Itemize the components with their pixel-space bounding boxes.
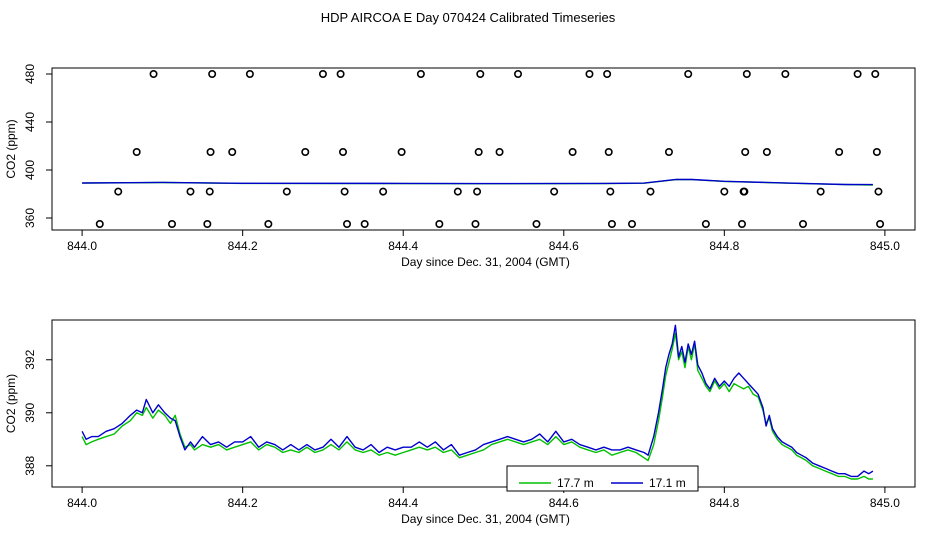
chart1-data-point xyxy=(245,70,254,79)
chart1-data-point xyxy=(453,187,462,196)
chart2-y-tick-label: 388 xyxy=(23,455,37,475)
chart1-data-point xyxy=(95,220,104,229)
chart1-x-axis-label: Day since Dec. 31, 2004 (GMT) xyxy=(401,255,570,269)
chart1-data-point xyxy=(871,70,880,79)
chart1-data-point xyxy=(720,187,729,196)
chart1-data-point xyxy=(473,187,482,196)
chart1-data-point xyxy=(435,220,444,229)
chart1-y-axis-label: CO2 (ppm) xyxy=(4,119,18,178)
chart1-data-point xyxy=(282,187,291,196)
chart2-plot-frame xyxy=(51,319,916,488)
chart1-data-point xyxy=(876,220,885,229)
chart1-data-point xyxy=(585,70,594,79)
chart1-data-point xyxy=(684,70,693,79)
chart1-plot-frame xyxy=(51,67,916,231)
chart1-y-tick-label: 480 xyxy=(23,64,37,84)
chart1-data-point xyxy=(741,148,750,157)
chart1-data-point xyxy=(228,148,237,157)
chart2-x-tick-label: 844.6 xyxy=(549,496,579,510)
chart1-data-point xyxy=(336,70,345,79)
chart1-y-tick-label: 360 xyxy=(23,208,37,228)
chart1-data-point xyxy=(762,148,771,157)
page-title: HDP AIRCOA E Day 070424 Calibrated Times… xyxy=(320,10,616,25)
chart1-data-point xyxy=(416,70,425,79)
chart2-legend-label-1: 17.7 m xyxy=(557,476,594,490)
chart1-data-point xyxy=(264,220,273,229)
chart1-data-point xyxy=(318,70,327,79)
chart1-data-point xyxy=(379,187,388,196)
chart1-data-point xyxy=(532,220,541,229)
chart1-data-point xyxy=(114,187,123,196)
chart2-y-tick-label: 392 xyxy=(23,349,37,369)
chart1-data-point xyxy=(397,148,406,157)
chart1-data-point xyxy=(476,70,485,79)
chart2-x-tick-label: 844.0 xyxy=(67,496,97,510)
chart1-y-tick-label: 400 xyxy=(23,160,37,180)
chart2-y-tick-label: 390 xyxy=(23,402,37,422)
chart1-x-tick-label: 844.0 xyxy=(67,239,97,253)
chart2-x-tick-label: 844.4 xyxy=(388,496,418,510)
chart1-data-point xyxy=(607,220,616,229)
chart1-data-point xyxy=(872,148,881,157)
chart1-data-point xyxy=(701,220,710,229)
chart2-series-line-2 xyxy=(81,324,874,478)
chart1-data-point xyxy=(628,220,637,229)
chart1-data-point xyxy=(740,187,749,196)
chart1-data-point xyxy=(737,220,746,229)
chart2-legend-label-2: 17.1 m xyxy=(649,476,686,490)
chart2-legend-box xyxy=(506,465,699,492)
chart1-data-point xyxy=(853,70,862,79)
chart2-x-tick-label: 844.2 xyxy=(228,496,258,510)
chart1-data-point xyxy=(474,148,483,157)
chart2-series-line-1 xyxy=(81,332,873,480)
chart2-x-axis-label: Day since Dec. 31, 2004 (GMT) xyxy=(401,512,570,526)
chart1-data-point xyxy=(514,70,523,79)
chart1-data-point xyxy=(132,148,141,157)
chart1-data-point xyxy=(664,148,673,157)
chart1-data-point xyxy=(205,187,214,196)
chart1-data-point xyxy=(471,220,480,229)
chart1-data-point xyxy=(568,148,577,157)
chart1-data-point xyxy=(206,148,215,157)
chart1-data-point xyxy=(203,220,212,229)
chart1-data-point xyxy=(343,220,352,229)
chart1-data-point xyxy=(360,220,369,229)
chart1-data-point xyxy=(339,148,348,157)
chart1-y-tick-label: 440 xyxy=(23,112,37,132)
chart1-x-tick-label: 845.0 xyxy=(870,239,900,253)
chart1-data-point xyxy=(606,187,615,196)
chart1-data-point xyxy=(301,148,310,157)
chart1-data-point xyxy=(646,187,655,196)
chart1-data-point xyxy=(604,148,613,157)
chart1-data-point xyxy=(816,187,825,196)
chart1-x-tick-label: 844.2 xyxy=(228,239,258,253)
chart1-data-point xyxy=(603,70,612,79)
chart1-x-tick-label: 844.4 xyxy=(388,239,418,253)
chart2-x-tick-label: 845.0 xyxy=(870,496,900,510)
chart1-data-point xyxy=(208,70,217,79)
chart1-data-point xyxy=(874,187,883,196)
chart2-x-tick-label: 844.8 xyxy=(709,496,739,510)
chart1-x-tick-label: 844.6 xyxy=(549,239,579,253)
chart1-data-point xyxy=(168,220,177,229)
chart1-data-point xyxy=(550,187,559,196)
chart1-data-point xyxy=(781,70,790,79)
chart1-data-point xyxy=(149,70,158,79)
chart1-data-point xyxy=(835,148,844,157)
chart1-data-point xyxy=(799,220,808,229)
chart1-series-line-2 xyxy=(82,178,873,186)
chart1-data-point xyxy=(495,148,504,157)
chart1-data-point xyxy=(340,187,349,196)
chart1-x-tick-label: 844.8 xyxy=(709,239,739,253)
chart1-data-point xyxy=(186,187,195,196)
chart1-data-point xyxy=(742,70,751,79)
chart2-y-axis-label: CO2 (ppm) xyxy=(4,374,18,433)
